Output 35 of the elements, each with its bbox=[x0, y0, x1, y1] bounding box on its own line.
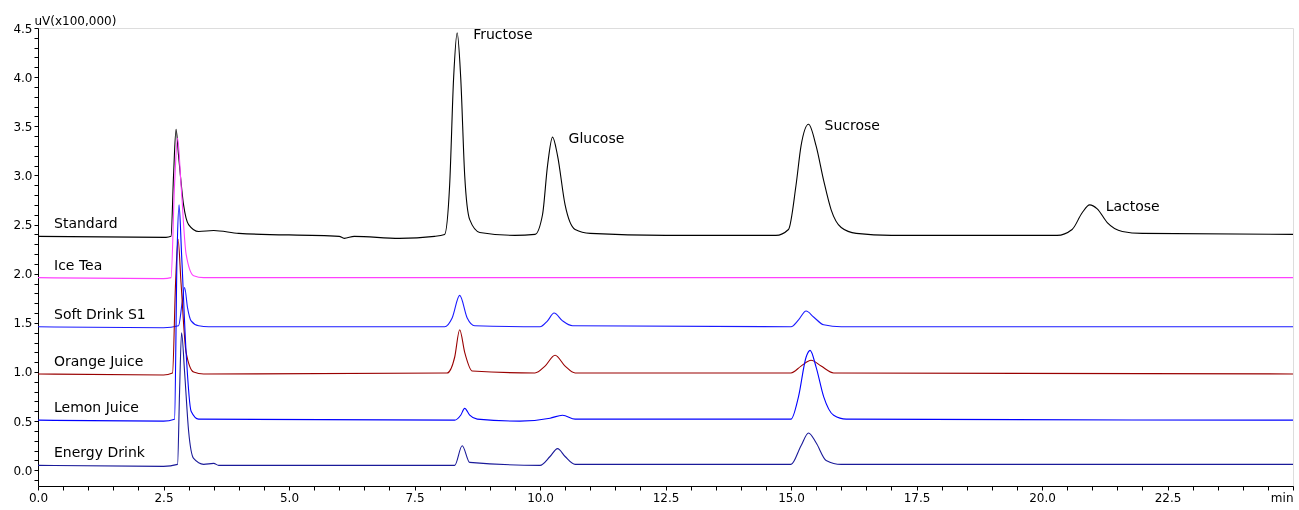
x-tick-label: 17.5 bbox=[903, 490, 931, 505]
series-label: Standard bbox=[54, 215, 118, 232]
line-series bbox=[37, 332, 1294, 467]
y-tick-label: 3.5 bbox=[13, 119, 33, 134]
x-tick-label: 12.5 bbox=[652, 490, 680, 505]
x-axis-title: min bbox=[1270, 490, 1294, 505]
x-tick-label: 0.0 bbox=[28, 490, 49, 505]
y-tick-label: 1.0 bbox=[13, 365, 33, 380]
series-label: Energy Drink bbox=[54, 444, 146, 461]
y-tick-label: 0.0 bbox=[13, 463, 33, 478]
y-tick-label: 4.5 bbox=[13, 21, 33, 36]
annotation: Lactose bbox=[1105, 197, 1160, 214]
series-label: Orange Juice bbox=[54, 352, 144, 369]
y-tick-label: 2.5 bbox=[13, 218, 33, 233]
x-tick-label: 5.0 bbox=[279, 490, 300, 505]
y-axis-title: uV(x100,000) bbox=[34, 13, 117, 28]
y-tick-label: 3.0 bbox=[13, 168, 33, 183]
x-tick-label: 15.0 bbox=[778, 490, 805, 505]
x-tick-label: 2.5 bbox=[154, 490, 174, 505]
series-label: Ice Tea bbox=[54, 256, 103, 273]
annotation: Fructose bbox=[473, 25, 533, 42]
annotation: Glucose bbox=[568, 130, 625, 147]
series-label: Lemon Juice bbox=[54, 399, 139, 416]
y-tick-label: 1.5 bbox=[13, 316, 33, 331]
x-tick-label: 7.5 bbox=[405, 490, 425, 505]
x-tick-label: 20.0 bbox=[1029, 490, 1056, 505]
series-label: Soft Drink S1 bbox=[54, 305, 146, 322]
line-series bbox=[37, 286, 1294, 329]
x-tick-label: 22.5 bbox=[1154, 490, 1182, 505]
y-tick-label: 2.0 bbox=[13, 267, 33, 282]
y-tick-label: 0.5 bbox=[13, 414, 33, 429]
annotation: Sucrose bbox=[824, 117, 880, 134]
y-tick-label: 4.0 bbox=[13, 70, 33, 85]
x-tick-label: 10.0 bbox=[527, 490, 554, 505]
line-series bbox=[37, 238, 1294, 376]
